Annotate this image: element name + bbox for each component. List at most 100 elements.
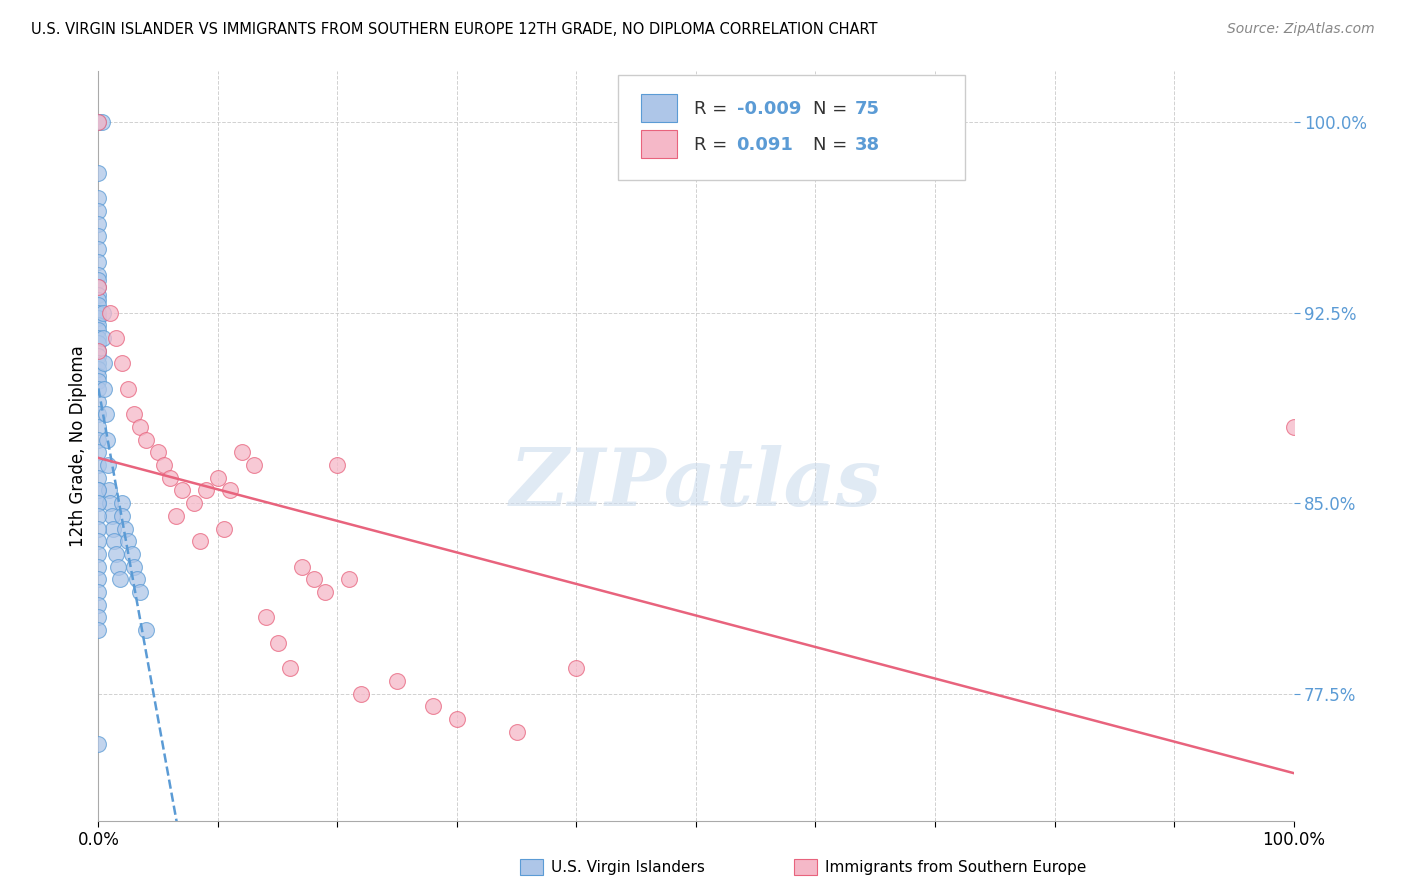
Point [302,572,325,586]
Point [87,496,110,510]
Point [87,420,110,434]
Point [97,458,120,472]
Point [87,217,110,231]
Point [121,547,143,561]
Text: Immigrants from Southern Europe: Immigrants from Southern Europe [825,861,1087,875]
Point [87,356,110,370]
Text: R =: R = [693,136,738,153]
Point [87,361,110,376]
Point [111,508,134,523]
Point [87,382,110,396]
Point [87,483,110,498]
Point [219,483,242,498]
Point [1282,420,1305,434]
Point [87,369,110,384]
Point [87,191,110,205]
Point [117,382,139,396]
Point [100,508,122,523]
Y-axis label: 12th Grade, No Diploma: 12th Grade, No Diploma [69,345,87,547]
Point [129,420,152,434]
Point [188,534,211,549]
Point [87,349,110,363]
Point [107,559,129,574]
Point [87,547,110,561]
Point [87,738,110,752]
Point [243,458,266,472]
Point [446,712,468,726]
Point [87,280,110,294]
Point [87,306,110,320]
Point [87,572,110,586]
FancyBboxPatch shape [619,75,965,180]
Point [111,356,134,370]
Point [87,166,110,180]
Point [87,471,110,485]
Point [87,310,110,325]
Point [87,374,110,388]
Point [291,559,314,574]
Point [87,336,110,351]
Point [87,331,110,345]
Point [87,343,110,358]
Point [87,288,110,302]
Point [111,496,134,510]
Point [278,661,301,675]
Text: Source: ZipAtlas.com: Source: ZipAtlas.com [1227,22,1375,37]
FancyBboxPatch shape [641,94,676,122]
Point [87,522,110,536]
Point [87,115,110,129]
Point [87,394,110,409]
Point [87,445,110,459]
Point [165,508,187,523]
Point [267,636,290,650]
Point [565,661,588,675]
Point [315,585,337,599]
Point [326,458,349,472]
Point [91,115,114,129]
Point [98,496,122,510]
Point [350,687,373,701]
Text: N =: N = [813,136,853,153]
Point [87,585,110,599]
Point [231,445,253,459]
Point [94,407,117,421]
Text: N =: N = [813,100,853,118]
Point [87,433,110,447]
Point [91,331,114,345]
Point [135,623,157,637]
Point [103,534,125,549]
Point [93,382,115,396]
Point [195,483,218,498]
Point [108,572,131,586]
Point [87,610,110,624]
Point [87,598,110,612]
Point [87,115,110,129]
Point [506,724,529,739]
Point [87,407,110,421]
Point [87,204,110,219]
Point [87,343,110,358]
Point [114,522,136,536]
Point [129,585,152,599]
Point [87,268,110,282]
Point [98,306,122,320]
Point [87,229,110,244]
Point [125,572,148,586]
Text: U.S. VIRGIN ISLANDER VS IMMIGRANTS FROM SOUTHERN EUROPE 12TH GRADE, NO DIPLOMA C: U.S. VIRGIN ISLANDER VS IMMIGRANTS FROM … [31,22,877,37]
Point [87,534,110,549]
Point [87,323,110,337]
Point [87,458,110,472]
Point [98,483,121,498]
Point [183,496,205,510]
Point [87,298,110,312]
Point [87,483,110,498]
Point [172,483,194,498]
Point [87,508,110,523]
Point [385,673,409,688]
Point [153,458,176,472]
Point [87,280,110,294]
Point [124,559,146,574]
FancyBboxPatch shape [641,130,676,158]
Point [87,623,110,637]
Point [87,496,110,510]
